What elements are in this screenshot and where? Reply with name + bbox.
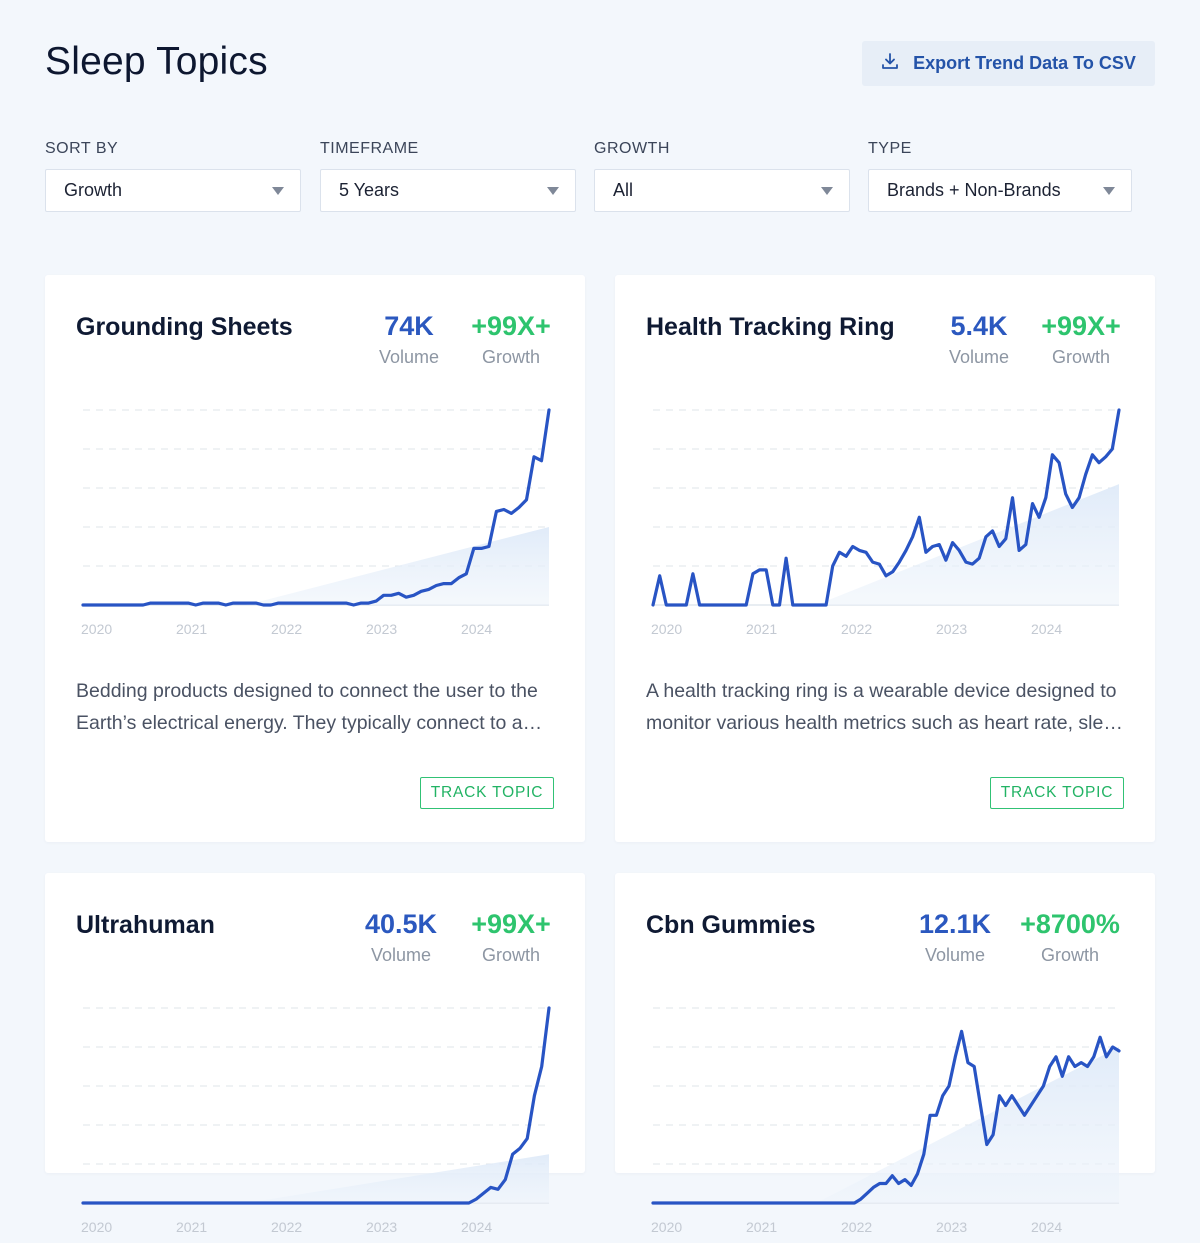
growth-label: Growth bbox=[1051, 347, 1111, 367]
x-tick-label: 2023 bbox=[936, 621, 967, 637]
growth-value: +99X+ bbox=[471, 909, 551, 939]
select-value: All bbox=[613, 180, 634, 200]
trend-chart: 2020 2021 2022 2023 2024 bbox=[81, 1006, 551, 1235]
select-value: Brands + Non-Brands bbox=[887, 180, 1061, 200]
growth-select[interactable]: All bbox=[594, 169, 850, 212]
volume-metric: 40.5K Volume bbox=[355, 909, 447, 966]
volume-label: Volume bbox=[378, 347, 440, 367]
x-tick-label: 2022 bbox=[271, 1219, 302, 1235]
trend-area bbox=[246, 527, 549, 605]
series-line bbox=[81, 408, 551, 607]
x-tick-label: 2023 bbox=[366, 621, 397, 637]
filter-timeframe: TIMEFRAME 5 Years bbox=[320, 140, 576, 212]
download-icon bbox=[881, 52, 899, 75]
filter-sort-by: SORT BY Growth bbox=[45, 140, 301, 212]
select-value: Growth bbox=[64, 180, 123, 200]
trend-chart: 2020 2021 2022 2023 2024 bbox=[81, 408, 551, 637]
volume-label: Volume bbox=[924, 945, 986, 965]
x-tick-label: 2024 bbox=[1031, 1219, 1062, 1235]
growth-value: +99X+ bbox=[1041, 311, 1121, 341]
topic-title: Ultrahuman bbox=[76, 911, 215, 939]
page-title: Sleep Topics bbox=[45, 40, 268, 83]
filter-label: TIMEFRAME bbox=[320, 140, 419, 157]
filter-label: TYPE bbox=[868, 140, 912, 157]
x-tick-label: 2023 bbox=[936, 1219, 967, 1235]
x-tick-label: 2020 bbox=[651, 1219, 682, 1235]
caret-down-icon bbox=[272, 186, 284, 195]
caret-down-icon bbox=[547, 186, 559, 195]
sort-by-select[interactable]: Growth bbox=[45, 169, 301, 212]
growth-value: +99X+ bbox=[471, 311, 551, 341]
select-value: 5 Years bbox=[339, 180, 400, 200]
growth-label: Growth bbox=[481, 945, 541, 965]
x-tick-label: 2020 bbox=[81, 1219, 112, 1235]
filter-type: TYPE Brands + Non-Brands bbox=[868, 140, 1132, 212]
track-topic-button[interactable]: TRACK TOPIC bbox=[990, 777, 1124, 809]
trend-chart: 2020 2021 2022 2023 2024 bbox=[651, 408, 1121, 637]
x-tick-label: 2021 bbox=[176, 621, 207, 637]
growth-metric: +99X+ Growth bbox=[1033, 311, 1129, 368]
trend-area bbox=[246, 1154, 549, 1203]
growth-value: +8700% bbox=[1020, 909, 1120, 939]
export-csv-button[interactable]: Export Trend Data To CSV bbox=[862, 41, 1155, 86]
topic-card[interactable]: Grounding Sheets 74K Volume +99X+ Growth… bbox=[45, 275, 585, 842]
x-tick-label: 2021 bbox=[746, 621, 777, 637]
filter-growth: GROWTH All bbox=[594, 140, 850, 212]
growth-label: Growth bbox=[481, 347, 541, 367]
x-tick-label: 2022 bbox=[841, 1219, 872, 1235]
topic-description: Bedding products designed to connect the… bbox=[76, 680, 538, 734]
volume-metric: 74K Volume bbox=[371, 311, 447, 368]
x-tick-label: 2024 bbox=[461, 621, 492, 637]
x-tick-label: 2022 bbox=[841, 621, 872, 637]
type-select[interactable]: Brands + Non-Brands bbox=[868, 169, 1132, 212]
topic-card[interactable]: Ultrahuman 40.5K Volume +99X+ Growth 202… bbox=[45, 873, 585, 1235]
caret-down-icon bbox=[821, 186, 833, 195]
growth-metric: +99X+ Growth bbox=[463, 909, 559, 966]
growth-label: Growth bbox=[1040, 945, 1100, 965]
volume-value: 12.1K bbox=[918, 909, 992, 939]
topic-description: A health tracking ring is a wearable dev… bbox=[646, 680, 1126, 734]
timeframe-select[interactable]: 5 Years bbox=[320, 169, 576, 212]
x-tick-label: 2023 bbox=[366, 1219, 397, 1235]
volume-metric: 12.1K Volume bbox=[911, 909, 999, 966]
x-tick-label: 2020 bbox=[651, 621, 682, 637]
topic-title: Health Tracking Ring bbox=[646, 313, 895, 341]
volume-value: 5.4K bbox=[950, 311, 1008, 341]
volume-value: 74K bbox=[384, 311, 434, 341]
topic-card[interactable]: Cbn Gummies 12.1K Volume +8700% Growth 2… bbox=[615, 873, 1155, 1235]
series-line bbox=[651, 408, 1121, 607]
filter-label: SORT BY bbox=[45, 140, 119, 157]
x-tick-label: 2021 bbox=[176, 1219, 207, 1235]
volume-metric: 5.4K Volume bbox=[941, 311, 1017, 368]
x-tick-label: 2024 bbox=[461, 1219, 492, 1235]
topic-card[interactable]: Health Tracking Ring 5.4K Volume +99X+ G… bbox=[615, 275, 1155, 842]
x-tick-label: 2020 bbox=[81, 621, 112, 637]
volume-value: 40.5K bbox=[364, 909, 438, 939]
topic-title: Grounding Sheets bbox=[76, 313, 293, 341]
caret-down-icon bbox=[1103, 186, 1115, 195]
trend-chart: 2020 2021 2022 2023 2024 bbox=[651, 1007, 1121, 1235]
x-tick-label: 2024 bbox=[1031, 621, 1062, 637]
volume-label: Volume bbox=[370, 945, 432, 965]
growth-metric: +99X+ Growth bbox=[463, 311, 559, 368]
filter-label: GROWTH bbox=[594, 140, 670, 157]
trend-area bbox=[816, 484, 1119, 605]
x-tick-label: 2022 bbox=[271, 621, 302, 637]
growth-metric: +8700% Growth bbox=[1011, 909, 1129, 966]
track-topic-button[interactable]: TRACK TOPIC bbox=[420, 777, 554, 809]
topic-title: Cbn Gummies bbox=[646, 911, 816, 939]
volume-label: Volume bbox=[948, 347, 1010, 367]
x-tick-label: 2021 bbox=[746, 1219, 777, 1235]
export-csv-label: Export Trend Data To CSV bbox=[913, 53, 1136, 73]
